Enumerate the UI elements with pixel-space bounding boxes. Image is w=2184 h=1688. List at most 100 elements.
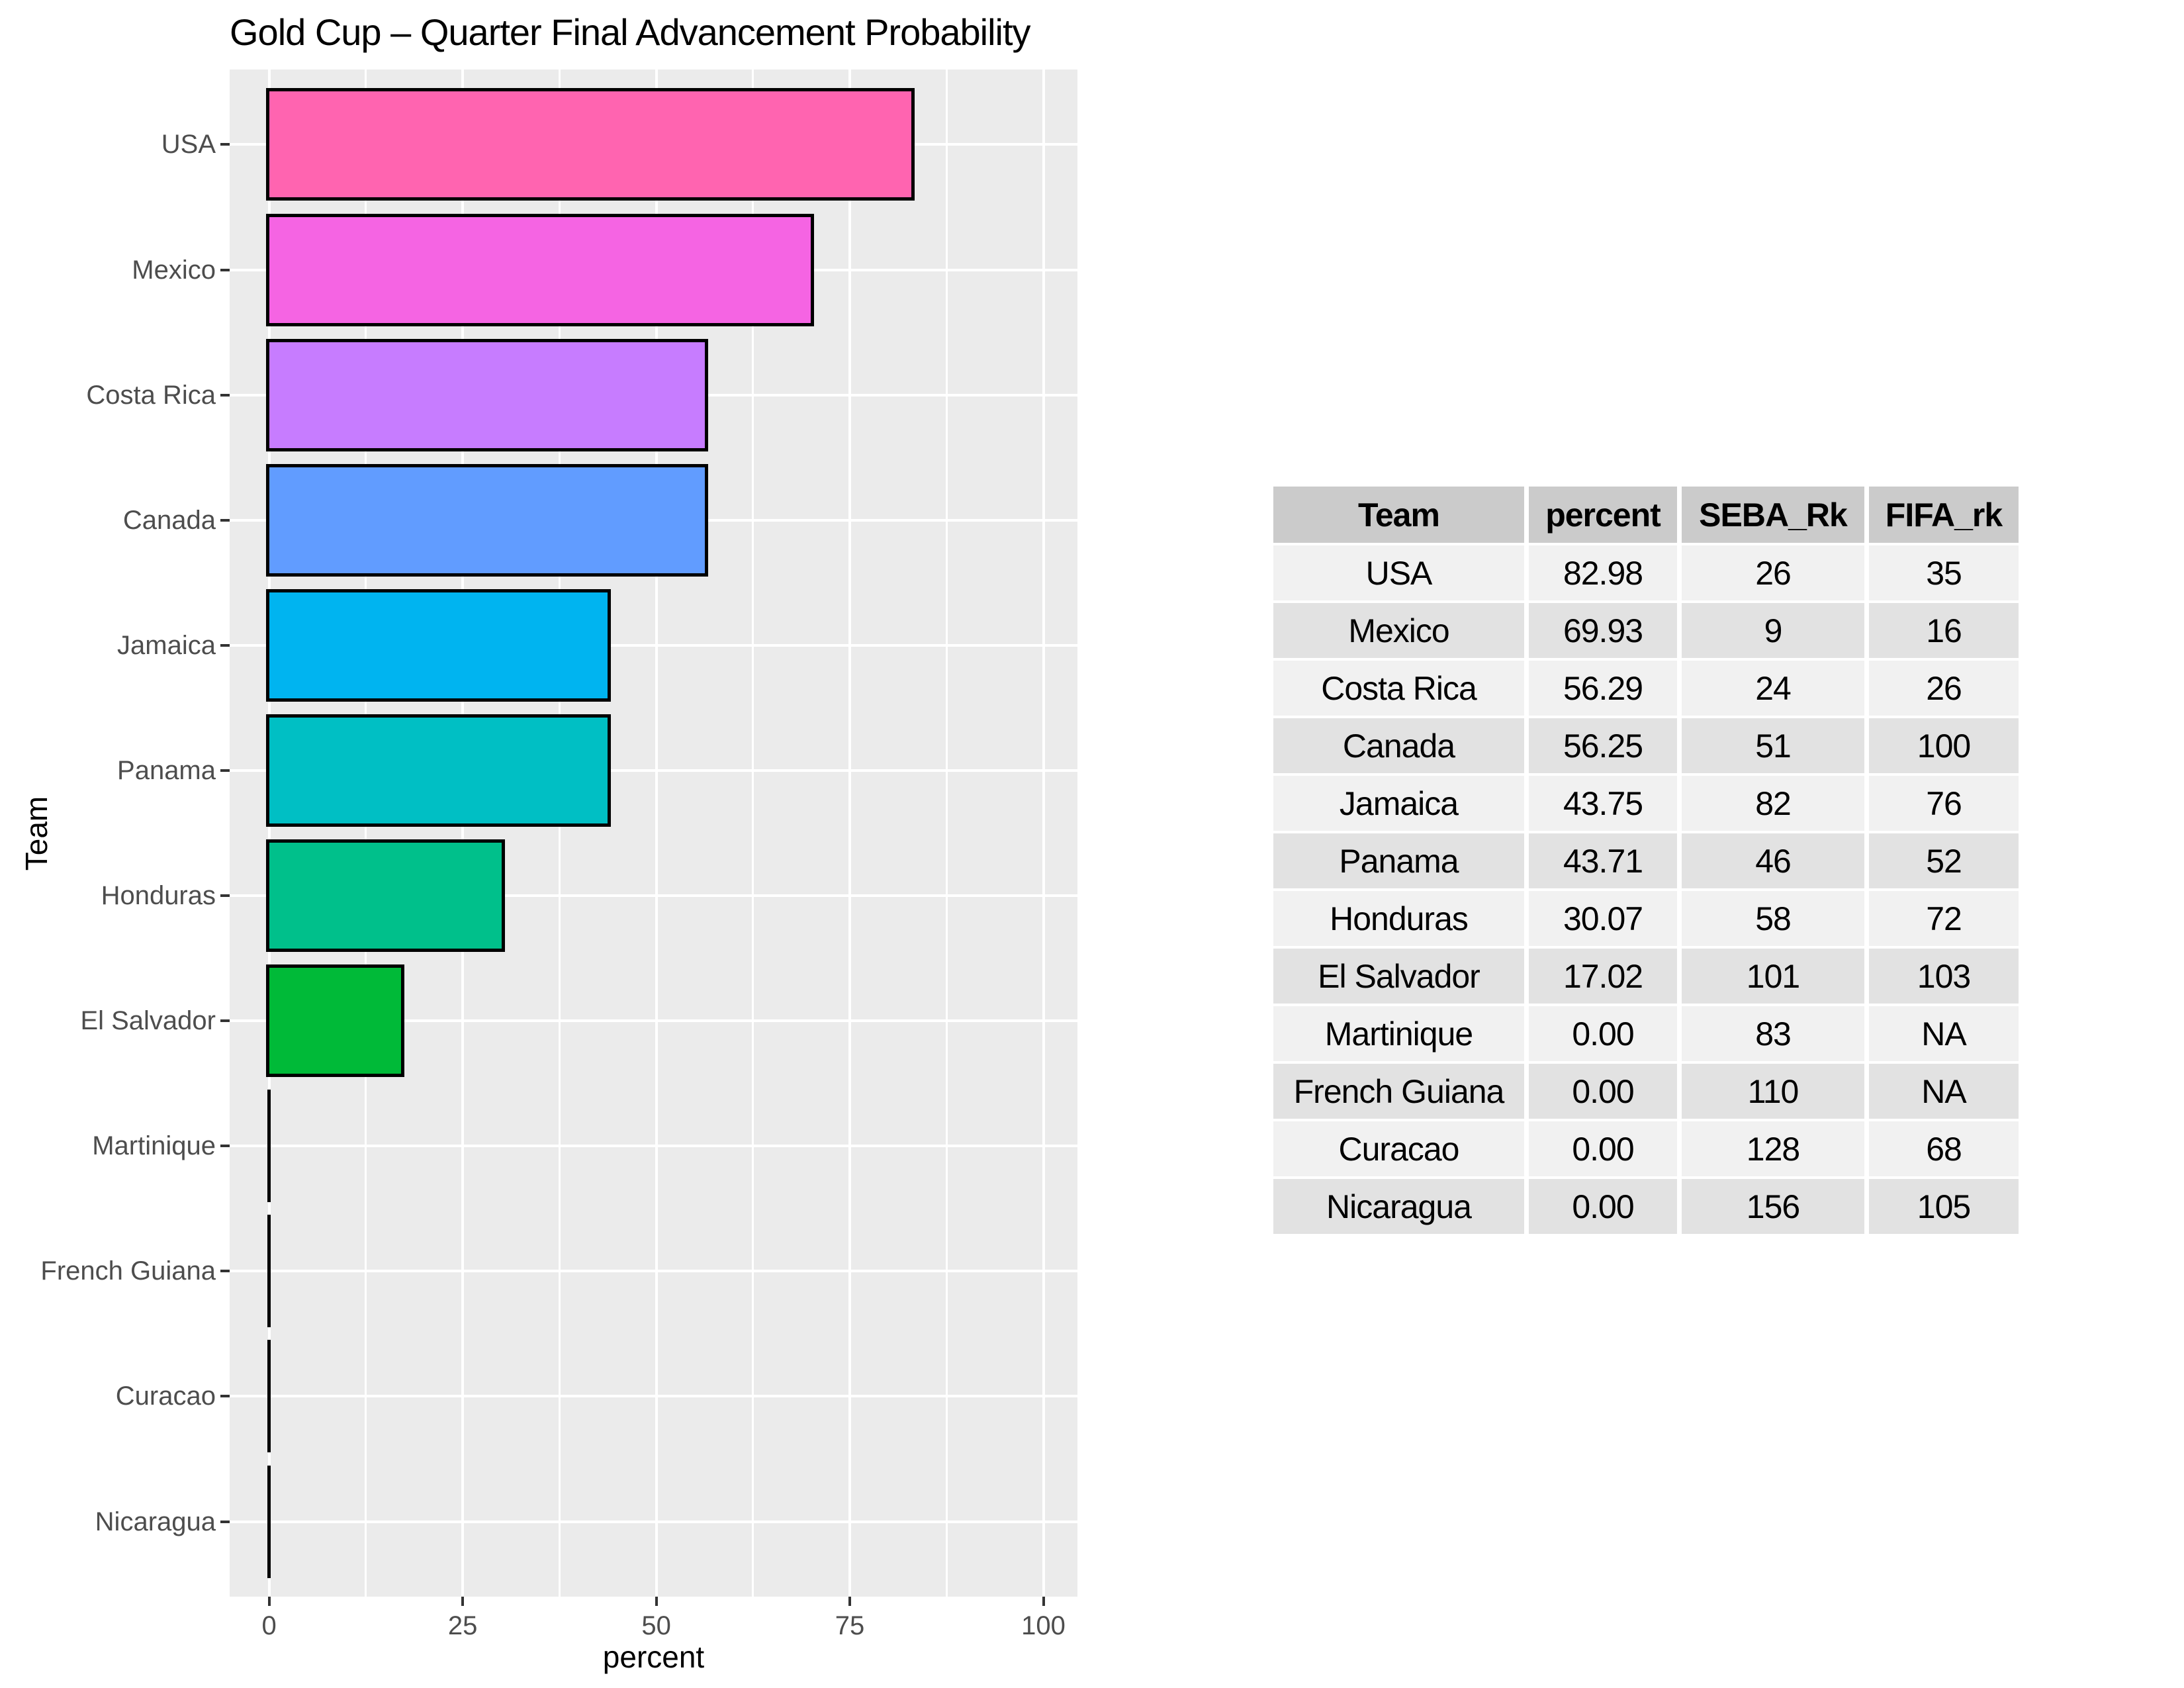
y-tick-label: Curacao	[115, 1382, 216, 1411]
table-cell: 16	[1869, 603, 2019, 658]
table-cell: NA	[1869, 1064, 2019, 1119]
table-cell: 83	[1682, 1006, 1864, 1061]
table-cell: USA	[1273, 545, 1524, 600]
table-cell: 110	[1682, 1064, 1864, 1119]
gridline-major-vertical	[655, 70, 658, 1597]
column-header-percent: percent	[1529, 487, 1677, 543]
y-axis-tick	[220, 1520, 230, 1523]
x-tick-label: 0	[261, 1611, 277, 1640]
y-tick-label: Honduras	[101, 881, 216, 911]
table-cell: El Salvador	[1273, 949, 1524, 1004]
y-axis-tick	[220, 1019, 230, 1023]
x-axis-tick	[267, 1597, 271, 1606]
gridline-minor-vertical	[365, 70, 367, 1597]
y-axis-tick	[220, 1395, 230, 1398]
table-row: El Salvador 17.02 101 103	[1273, 949, 2019, 1004]
table-cell: Panama	[1273, 833, 1524, 888]
table-cell: 26	[1869, 661, 2019, 716]
x-axis-tick	[461, 1597, 465, 1606]
y-axis-tick	[220, 268, 230, 271]
x-tick-label: 50	[641, 1611, 671, 1640]
y-tick-label: Mexico	[132, 255, 216, 285]
table-cell: 128	[1682, 1121, 1864, 1176]
table-cell: 69.93	[1529, 603, 1677, 658]
table-row: USA 82.98 26 35	[1273, 545, 2019, 600]
column-header-seba_rk: SEBA_Rk	[1682, 487, 1864, 543]
table-cell: 68	[1869, 1121, 2019, 1176]
table-cell: 43.71	[1529, 833, 1677, 888]
column-header-team: Team	[1273, 487, 1524, 543]
y-tick-label: Costa Rica	[86, 380, 216, 410]
table-cell: 30.07	[1529, 891, 1677, 946]
y-axis-tick	[220, 143, 230, 146]
table-row: Team percent SEBA_Rk FIFA_rk	[1273, 487, 2019, 543]
table-cell: 82.98	[1529, 545, 1677, 600]
table-cell: 43.75	[1529, 776, 1677, 831]
gridline-major-horizontal	[230, 1395, 1077, 1398]
table-cell: Jamaica	[1273, 776, 1524, 831]
table-cell: 24	[1682, 661, 1864, 716]
gridline-minor-vertical	[558, 70, 561, 1597]
table-row: Curacao 0.00 128 68	[1273, 1121, 2019, 1176]
y-axis-title: Team	[19, 796, 54, 871]
y-axis-tick	[220, 1270, 230, 1273]
gridline-major-horizontal	[230, 1520, 1077, 1523]
table-cell: 100	[1869, 718, 2019, 773]
table-cell: Costa Rica	[1273, 661, 1524, 716]
gridline-major-horizontal	[230, 1145, 1077, 1148]
gridline-major-vertical	[848, 70, 852, 1597]
bar-martinique	[267, 1090, 271, 1203]
table-cell: 0.00	[1529, 1179, 1677, 1234]
bar-costa-rica	[265, 338, 709, 451]
table-row: Martinique 0.00 83 NA	[1273, 1006, 2019, 1061]
x-axis-tick	[1042, 1597, 1045, 1606]
table-cell: 17.02	[1529, 949, 1677, 1004]
gridline-major-horizontal	[230, 1270, 1077, 1273]
bar-el-salvador	[265, 964, 404, 1078]
table-row: Costa Rica 56.29 24 26	[1273, 661, 2019, 716]
gridline-major-horizontal	[230, 643, 1077, 647]
y-axis-tick	[220, 1145, 230, 1148]
table-cell: Honduras	[1273, 891, 1524, 946]
table-cell: Canada	[1273, 718, 1524, 773]
table-cell: 0.00	[1529, 1121, 1677, 1176]
gridline-major-horizontal	[230, 894, 1077, 898]
gridline-major-horizontal	[230, 769, 1077, 772]
table-row: Nicaragua 0.00 156 105	[1273, 1179, 2019, 1234]
table-row: Mexico 69.93 9 16	[1273, 603, 2019, 658]
table-row: Canada 56.25 51 100	[1273, 718, 2019, 773]
table-cell: 72	[1869, 891, 2019, 946]
x-tick-label: 75	[835, 1611, 865, 1640]
stats-table: Team percent SEBA_Rk FIFA_rk USA 82.98 26 35 Me…	[1269, 484, 2023, 1237]
x-axis-tick	[848, 1597, 852, 1606]
gridline-minor-vertical	[752, 70, 754, 1597]
table-cell: Martinique	[1273, 1006, 1524, 1061]
y-tick-label: Nicaragua	[95, 1507, 216, 1536]
x-axis-title: percent	[602, 1640, 705, 1674]
y-axis-tick	[220, 393, 230, 397]
bar-panama	[265, 714, 611, 827]
table-cell: 0.00	[1529, 1064, 1677, 1119]
bar-french-guiana	[267, 1215, 271, 1328]
table-cell: 58	[1682, 891, 1864, 946]
table-cell: French Guiana	[1273, 1064, 1524, 1119]
x-axis-tick	[655, 1597, 658, 1606]
plot-panel	[230, 70, 1077, 1597]
bar-jamaica	[265, 588, 612, 702]
bar-mexico	[265, 213, 814, 326]
column-header-fifa_rk: FIFA_rk	[1869, 487, 2019, 543]
chart-title: Gold Cup – Quarter Final Advancement Pro…	[230, 11, 1031, 53]
table-cell: Nicaragua	[1273, 1179, 1524, 1234]
table-header-row: Team percent SEBA_Rk FIFA_rk	[1273, 487, 2019, 543]
x-tick-label: 25	[447, 1611, 478, 1640]
gridline-major-vertical	[461, 70, 465, 1597]
gridline-major-horizontal	[230, 1019, 1077, 1023]
table-cell: 82	[1682, 776, 1864, 831]
gridline-major-vertical	[267, 70, 271, 1597]
table-cell: 52	[1869, 833, 2019, 888]
table-row: Honduras 30.07 58 72	[1273, 891, 2019, 946]
bar-canada	[265, 463, 708, 577]
table-cell: Curacao	[1273, 1121, 1524, 1176]
bar-honduras	[265, 839, 506, 953]
y-axis-tick	[220, 643, 230, 647]
